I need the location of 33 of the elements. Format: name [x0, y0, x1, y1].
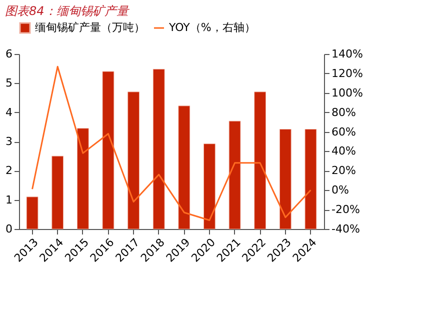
y2-tick-label: 100% [332, 86, 363, 100]
bar [228, 120, 241, 230]
bar [76, 128, 89, 230]
y2-tick-label: 60% [332, 125, 356, 138]
y-tick-label: 5 [6, 76, 12, 90]
chart-title: 图表84：缅甸锡矿产量 [5, 4, 130, 18]
bar [128, 92, 140, 230]
bar [152, 68, 165, 230]
y2-tick-label: -20% [332, 203, 360, 216]
y2-tick-label: -40% [332, 222, 360, 236]
legend-label: YOY（%，右轴） [168, 21, 256, 34]
y2-tick-label: 0% [332, 184, 349, 197]
legend-label: 缅甸锡矿产量（万吨） [35, 21, 145, 34]
y-tick-label: 3 [6, 135, 12, 148]
y2-tick-label: 120% [332, 66, 363, 80]
bar [52, 156, 64, 230]
y2-tick-label: 40% [332, 144, 356, 158]
y-tick-label: 6 [6, 48, 12, 60]
bar [304, 129, 317, 230]
y-tick-label: 1 [6, 193, 12, 206]
y-tick-label: 2 [6, 164, 12, 178]
y2-tick-label: 140% [332, 48, 363, 60]
bar [254, 92, 266, 230]
y2-tick-label: 20% [332, 164, 356, 178]
bar [26, 196, 38, 230]
y2-tick-label: 80% [332, 106, 356, 119]
bar [102, 71, 114, 230]
bar [204, 144, 216, 230]
bar [178, 106, 190, 230]
y-tick-label: 0 [6, 222, 12, 236]
y-tick-label: 4 [6, 106, 12, 119]
bar [279, 129, 292, 230]
line-series [32, 66, 312, 221]
